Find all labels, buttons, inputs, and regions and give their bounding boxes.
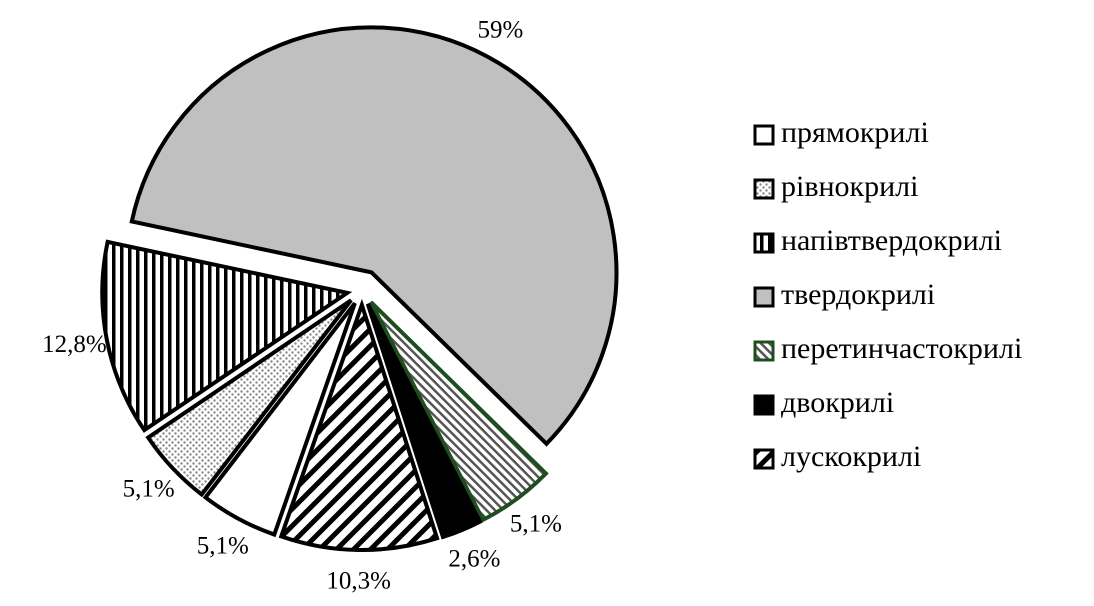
- legend-label: напівтвердокрилі: [781, 224, 1002, 257]
- legend-swatch: [753, 340, 775, 362]
- data-label: 12,8%: [42, 331, 107, 358]
- legend-swatch: [753, 178, 775, 200]
- pie-slice: [145, 298, 353, 498]
- data-label: 59%: [478, 17, 524, 44]
- legend-swatch: [753, 448, 775, 470]
- data-label: 2,6%: [448, 545, 500, 572]
- legend-label: твердокрилі: [781, 278, 935, 311]
- pie-slice: [365, 302, 483, 540]
- pie-slice: [129, 25, 619, 447]
- data-label: 5,1%: [123, 476, 175, 503]
- data-label: 5,1%: [510, 511, 562, 538]
- pie-slice: [278, 298, 440, 552]
- pie-slice: [202, 301, 357, 538]
- legend-label: лускокрилі: [781, 440, 921, 473]
- pie-slice: [369, 300, 549, 523]
- legend-swatch: [753, 124, 775, 146]
- legend-label: прямокрилі: [781, 116, 929, 149]
- pie-slice: [100, 239, 353, 433]
- legend-swatch: [753, 394, 775, 416]
- legend-label: рівнокрилі: [781, 170, 919, 203]
- data-label: 10,3%: [326, 568, 391, 595]
- legend-swatch: [753, 232, 775, 254]
- legend-swatch: [753, 286, 775, 308]
- legend-label: перетинчастокрилі: [781, 332, 1022, 365]
- data-label: 5,1%: [197, 533, 249, 560]
- legend-label: двокрилі: [781, 386, 894, 419]
